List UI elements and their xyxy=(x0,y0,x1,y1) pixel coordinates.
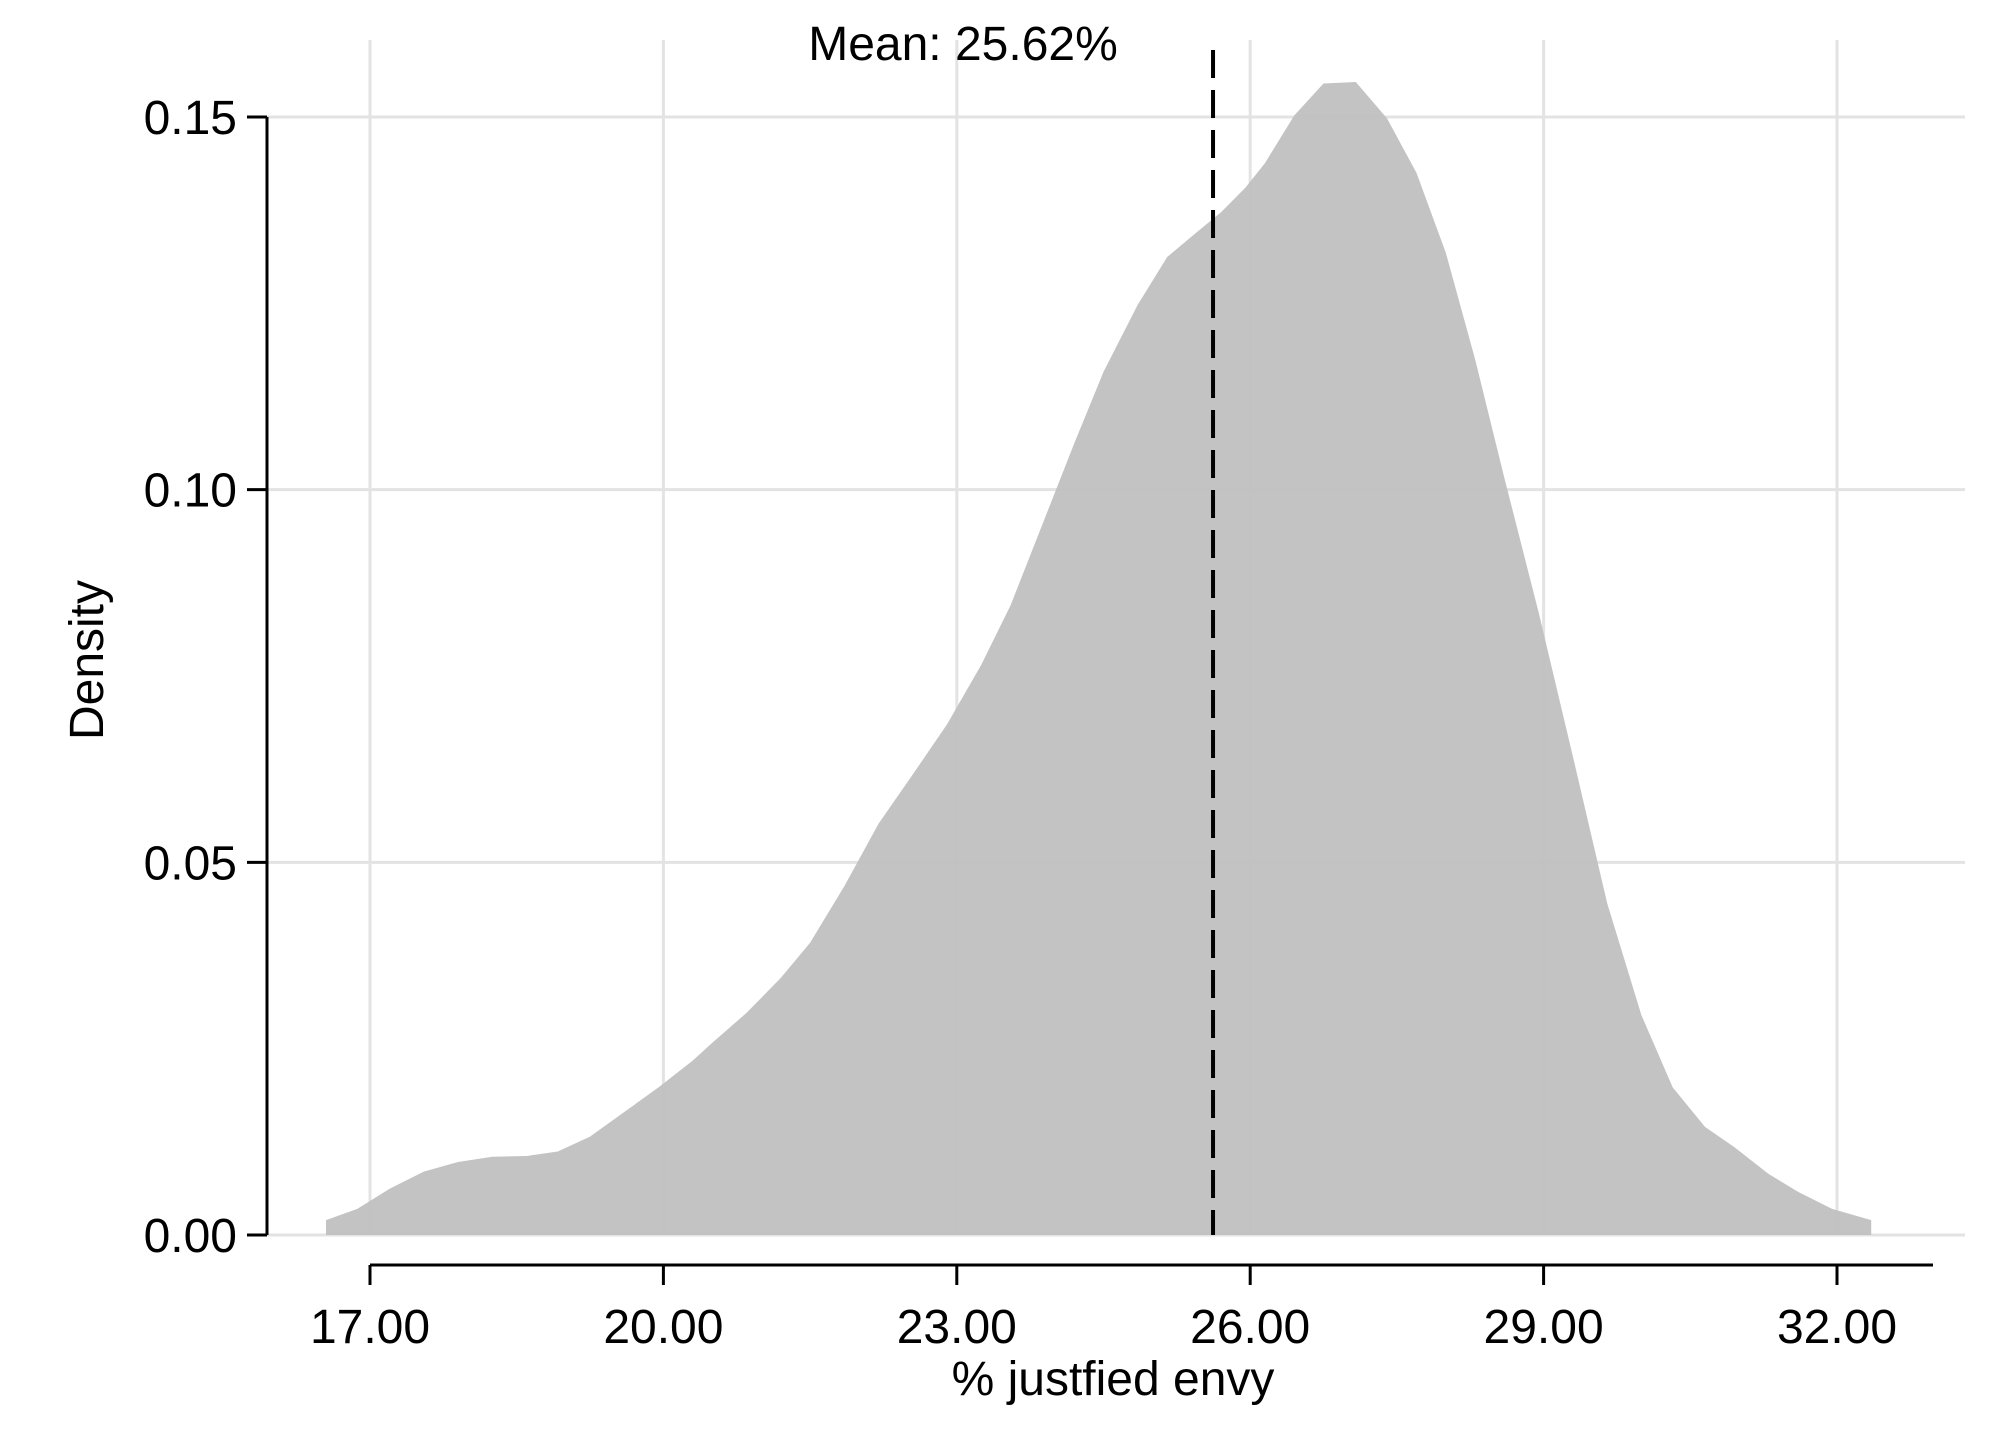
x-tick-label: 32.00 xyxy=(1777,1301,1897,1354)
x-tick-label: 26.00 xyxy=(1190,1301,1310,1354)
y-tick-label: 0.15 xyxy=(144,92,237,145)
axes: 0.00 0.05 0.10 0.15 17.00 20.00 23.00 26.00 29.0… xyxy=(144,92,1933,1354)
y-axis-title: Density xyxy=(61,580,114,740)
y-tick-label: 0.00 xyxy=(144,1210,237,1263)
density-area xyxy=(325,82,1872,1235)
y-tick-label: 0.05 xyxy=(144,837,237,890)
y-tick-label: 0.10 xyxy=(144,465,237,518)
x-axis-title: % justfied envy xyxy=(952,1353,1275,1406)
mean-label: Mean: 25.62% xyxy=(808,18,1118,71)
x-tick-label: 20.00 xyxy=(603,1301,723,1354)
x-tick-label: 23.00 xyxy=(897,1301,1017,1354)
x-tick-label: 17.00 xyxy=(310,1301,430,1354)
x-tick-label: 29.00 xyxy=(1484,1301,1604,1354)
